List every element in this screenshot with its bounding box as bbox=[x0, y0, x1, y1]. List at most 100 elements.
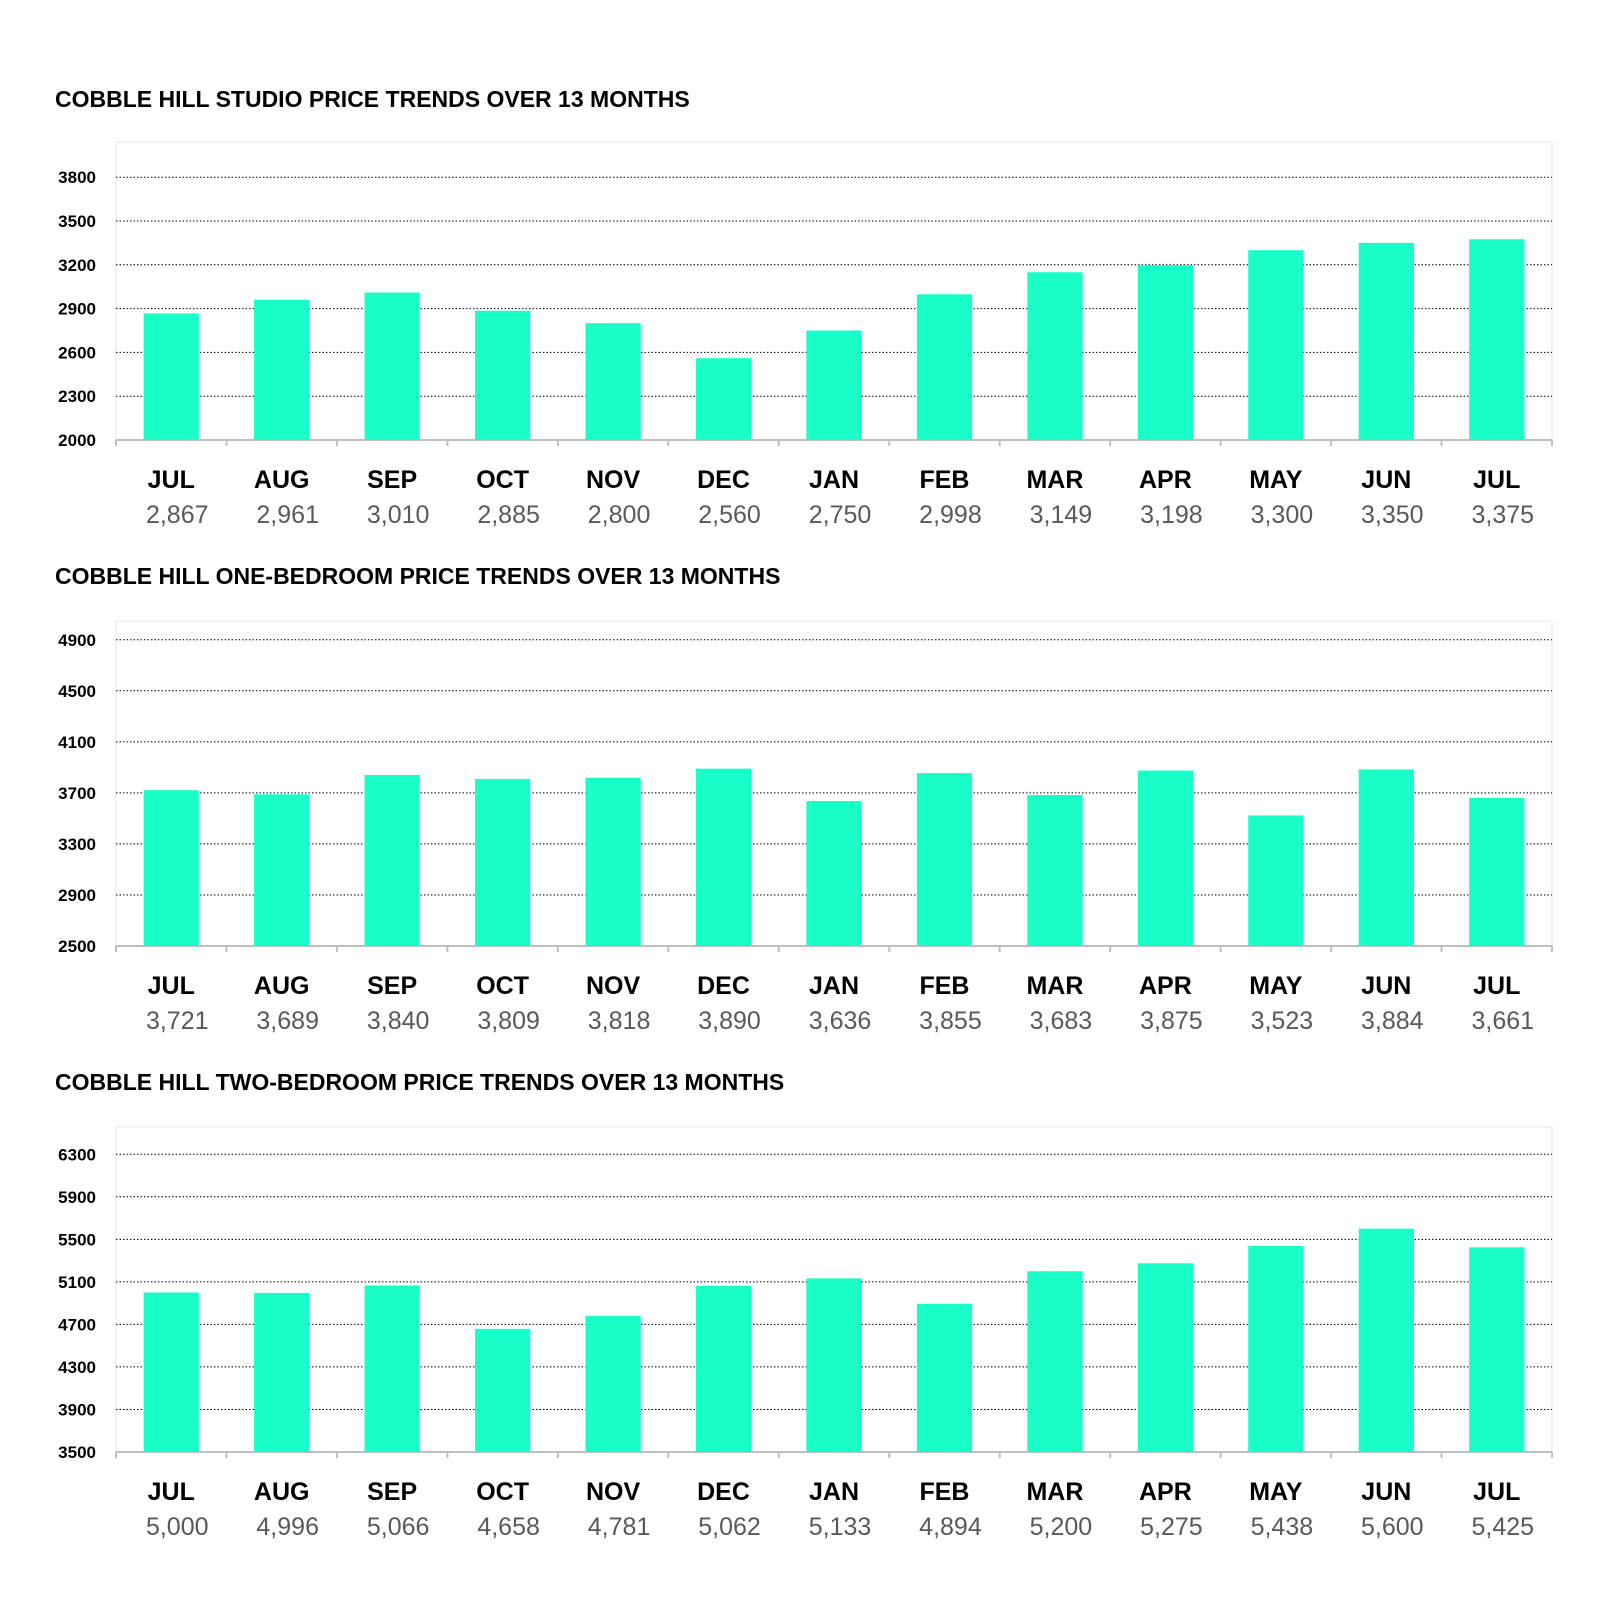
x-tick-label: FEB bbox=[919, 1478, 969, 1506]
bar bbox=[695, 768, 752, 946]
x-tick-label: NOV bbox=[586, 1478, 641, 1506]
data-label: 2,800 bbox=[588, 501, 651, 529]
data-label: 4,996 bbox=[256, 1513, 319, 1541]
y-tick-label: 2600 bbox=[58, 343, 96, 362]
y-tick-label: 5500 bbox=[58, 1230, 96, 1249]
x-tick-label: NOV bbox=[586, 972, 641, 1000]
chart-title: COBBLE HILL STUDIO PRICE TRENDS OVER 13 … bbox=[55, 86, 690, 112]
data-label: 2,750 bbox=[809, 501, 872, 529]
x-tick-label: OCT bbox=[476, 1478, 529, 1506]
y-tick-label: 3500 bbox=[58, 1443, 96, 1462]
bar bbox=[1248, 1245, 1304, 1452]
data-label: 3,300 bbox=[1251, 501, 1314, 529]
x-tick-label: JUL bbox=[148, 466, 195, 494]
x-tick-label: APR bbox=[1139, 1478, 1192, 1506]
y-tick-label: 4300 bbox=[58, 1358, 96, 1377]
data-label: 3,890 bbox=[698, 1007, 761, 1035]
x-tick-label: JUN bbox=[1361, 1478, 1411, 1506]
data-label: 5,438 bbox=[1251, 1513, 1314, 1541]
x-tick-label: JUN bbox=[1361, 466, 1411, 494]
data-label: 4,781 bbox=[588, 1513, 651, 1541]
x-tick-label: AUG bbox=[254, 1478, 310, 1506]
x-tick-label: OCT bbox=[476, 972, 529, 1000]
x-tick-label: JUL bbox=[148, 1478, 195, 1506]
data-label: 2,560 bbox=[698, 501, 761, 529]
data-label: 3,683 bbox=[1030, 1007, 1093, 1035]
bar bbox=[1248, 250, 1304, 440]
y-tick-label: 2300 bbox=[58, 387, 96, 406]
x-tick-label: SEP bbox=[367, 972, 417, 1000]
data-label: 5,425 bbox=[1471, 1513, 1534, 1541]
x-tick-label: OCT bbox=[476, 466, 529, 494]
bar bbox=[143, 313, 199, 440]
x-tick-label: JUL bbox=[1473, 466, 1520, 494]
x-tick-label: MAY bbox=[1249, 466, 1303, 494]
data-label: 3,721 bbox=[146, 1007, 209, 1035]
y-tick-label: 6300 bbox=[58, 1145, 96, 1164]
bar bbox=[1137, 265, 1193, 440]
bar bbox=[475, 778, 531, 946]
bar bbox=[916, 294, 973, 440]
bar bbox=[1469, 797, 1525, 946]
data-label: 5,200 bbox=[1030, 1513, 1093, 1541]
data-label: 3,149 bbox=[1030, 501, 1093, 529]
data-label: 2,961 bbox=[256, 501, 319, 529]
bar bbox=[1358, 242, 1414, 440]
bar bbox=[254, 794, 310, 946]
data-label: 5,066 bbox=[367, 1513, 430, 1541]
bar bbox=[1027, 272, 1083, 440]
bar bbox=[695, 358, 752, 440]
x-tick-label: MAY bbox=[1249, 1478, 1303, 1506]
y-tick-label: 4500 bbox=[58, 682, 96, 701]
y-tick-label: 4100 bbox=[58, 733, 96, 752]
bar bbox=[916, 773, 973, 946]
x-tick-label: FEB bbox=[919, 972, 969, 1000]
bar bbox=[806, 801, 862, 946]
bar bbox=[143, 1292, 199, 1452]
data-label: 5,275 bbox=[1140, 1513, 1203, 1541]
data-label: 3,884 bbox=[1361, 1007, 1424, 1035]
x-tick-label: NOV bbox=[586, 466, 641, 494]
x-tick-label: JUL bbox=[1473, 972, 1520, 1000]
chart-title: COBBLE HILL TWO-BEDROOM PRICE TRENDS OVE… bbox=[55, 1069, 784, 1095]
x-tick-label: MAR bbox=[1026, 972, 1083, 1000]
x-tick-label: APR bbox=[1139, 466, 1192, 494]
x-tick-label: DEC bbox=[697, 466, 750, 494]
data-label: 4,894 bbox=[919, 1513, 982, 1541]
bar bbox=[364, 292, 420, 440]
bar bbox=[695, 1285, 752, 1452]
bar bbox=[585, 1315, 641, 1452]
x-tick-label: MAR bbox=[1026, 466, 1083, 494]
y-tick-label: 4700 bbox=[58, 1315, 96, 1334]
x-tick-label: JUN bbox=[1361, 972, 1411, 1000]
data-label: 2,885 bbox=[477, 501, 540, 529]
y-tick-label: 2900 bbox=[58, 886, 96, 905]
data-label: 2,998 bbox=[919, 501, 982, 529]
data-label: 3,375 bbox=[1471, 501, 1534, 529]
x-tick-label: MAR bbox=[1026, 1478, 1083, 1506]
y-tick-label: 3900 bbox=[58, 1400, 96, 1419]
data-label: 3,350 bbox=[1361, 501, 1424, 529]
bar bbox=[1469, 1247, 1525, 1452]
data-label: 5,133 bbox=[809, 1513, 872, 1541]
data-label: 3,661 bbox=[1471, 1007, 1534, 1035]
data-label: 3,198 bbox=[1140, 501, 1203, 529]
data-label: 3,875 bbox=[1140, 1007, 1203, 1035]
bar bbox=[585, 323, 641, 440]
bar bbox=[806, 330, 862, 440]
bar bbox=[1137, 1263, 1193, 1452]
y-tick-label: 2500 bbox=[58, 937, 96, 956]
x-tick-label: MAY bbox=[1249, 972, 1303, 1000]
bar bbox=[254, 1292, 310, 1452]
x-tick-label: SEP bbox=[367, 466, 417, 494]
x-tick-label: JAN bbox=[809, 972, 859, 1000]
x-tick-label: DEC bbox=[697, 1478, 750, 1506]
bar bbox=[1248, 815, 1304, 946]
bar bbox=[143, 790, 199, 946]
data-label: 2,867 bbox=[146, 501, 209, 529]
chart-title: COBBLE HILL ONE-BEDROOM PRICE TRENDS OVE… bbox=[55, 563, 780, 589]
bar bbox=[1137, 770, 1193, 946]
bar bbox=[806, 1278, 862, 1452]
